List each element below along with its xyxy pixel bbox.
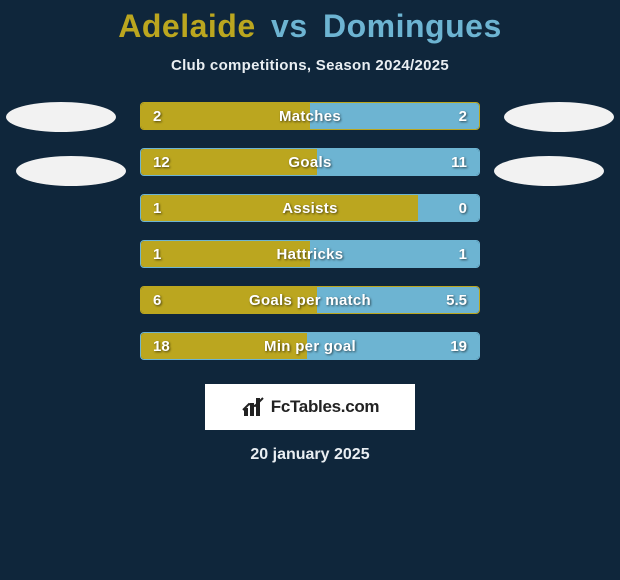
logo-text: FcTables.com [271,397,380,417]
stats-area: 22Matches1211Goals10Assists11Hattricks65… [0,102,620,360]
stat-label: Hattricks [277,241,344,267]
stat-value-left: 1 [153,195,161,221]
stat-row: 2 2 Matches [140,102,480,130]
stat-label: Goals per match [249,287,371,313]
stat-label: Min per goal [264,333,356,359]
stat-row: 1 0 Assists [140,194,480,222]
stat-value-left: 6 [153,287,161,313]
stat-value-right: 1 [459,241,467,267]
stat-rows: 22Matches1211Goals10Assists11Hattricks65… [140,102,480,360]
vs-text: vs [271,8,308,44]
stat-value-left: 1 [153,241,161,267]
stat-value-right: 5.5 [446,287,467,313]
stat-row: 1 1 Hattricks [140,240,480,268]
date-text: 20 january 2025 [0,446,620,464]
stat-value-left: 18 [153,333,170,359]
player2-name: Domingues [323,8,502,44]
comparison-infographic: Adelaide vs Domingues Club competitions,… [0,0,620,464]
title: Adelaide vs Domingues [0,8,620,45]
subtitle: Club competitions, Season 2024/2025 [0,57,620,74]
stat-value-left: 2 [153,103,161,129]
stat-fill-left [141,195,418,221]
player1-name: Adelaide [118,8,255,44]
stat-value-right: 0 [459,195,467,221]
stat-value-left: 12 [153,149,170,175]
stat-fill-right [418,195,479,221]
player1-photo-placeholder [6,102,116,132]
player2-photo-placeholder [504,102,614,132]
site-logo: FcTables.com [205,384,415,430]
stat-label: Assists [282,195,337,221]
stat-label: Matches [279,103,341,129]
player2-logo-placeholder [494,156,604,186]
chart-icon [241,396,267,418]
stat-value-right: 11 [451,149,467,175]
player1-logo-placeholder [16,156,126,186]
stat-value-right: 19 [450,333,467,359]
stat-row: 18 19 Min per goal [140,332,480,360]
stat-value-right: 2 [459,103,467,129]
stat-row: 12 11 Goals [140,148,480,176]
stat-label: Goals [288,149,331,175]
stat-row: 6 5.5 Goals per match [140,286,480,314]
